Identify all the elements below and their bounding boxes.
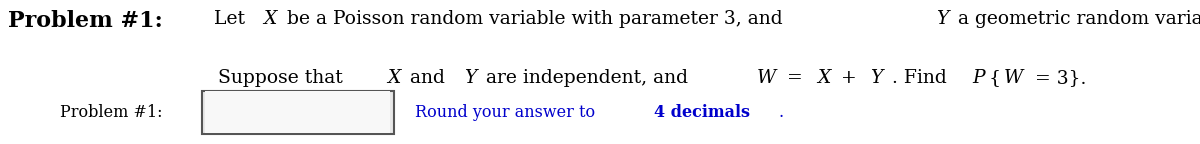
- Text: be a Poisson random variable with parameter 3, and: be a Poisson random variable with parame…: [281, 10, 788, 28]
- FancyBboxPatch shape: [205, 91, 390, 133]
- Text: Suppose that: Suppose that: [218, 69, 349, 87]
- Text: W: W: [757, 69, 776, 87]
- Text: Y: Y: [870, 69, 883, 87]
- Text: .: .: [779, 104, 784, 121]
- Text: and: and: [404, 69, 451, 87]
- Text: Round your answer to: Round your answer to: [415, 104, 601, 121]
- Text: are independent, and: are independent, and: [480, 69, 695, 87]
- Text: W: W: [1004, 69, 1024, 87]
- Text: 4 decimals: 4 decimals: [654, 104, 750, 121]
- Text: X: X: [386, 69, 400, 87]
- Text: =: =: [781, 69, 809, 87]
- Text: Problem #1:: Problem #1:: [60, 104, 162, 121]
- Text: Let: Let: [208, 10, 251, 28]
- Text: X: X: [264, 10, 277, 28]
- Text: +: +: [834, 69, 863, 87]
- Text: a geometric random variable with parameter: a geometric random variable with paramet…: [952, 10, 1200, 28]
- Text: Problem #1:: Problem #1:: [8, 10, 163, 32]
- Text: {: {: [989, 69, 1001, 87]
- Text: Y: Y: [464, 69, 476, 87]
- Text: P: P: [972, 69, 985, 87]
- Text: = 3}.: = 3}.: [1030, 69, 1086, 87]
- Text: X: X: [817, 69, 830, 87]
- Text: . Find: . Find: [887, 69, 953, 87]
- FancyBboxPatch shape: [202, 91, 394, 134]
- Text: Y: Y: [936, 10, 948, 28]
